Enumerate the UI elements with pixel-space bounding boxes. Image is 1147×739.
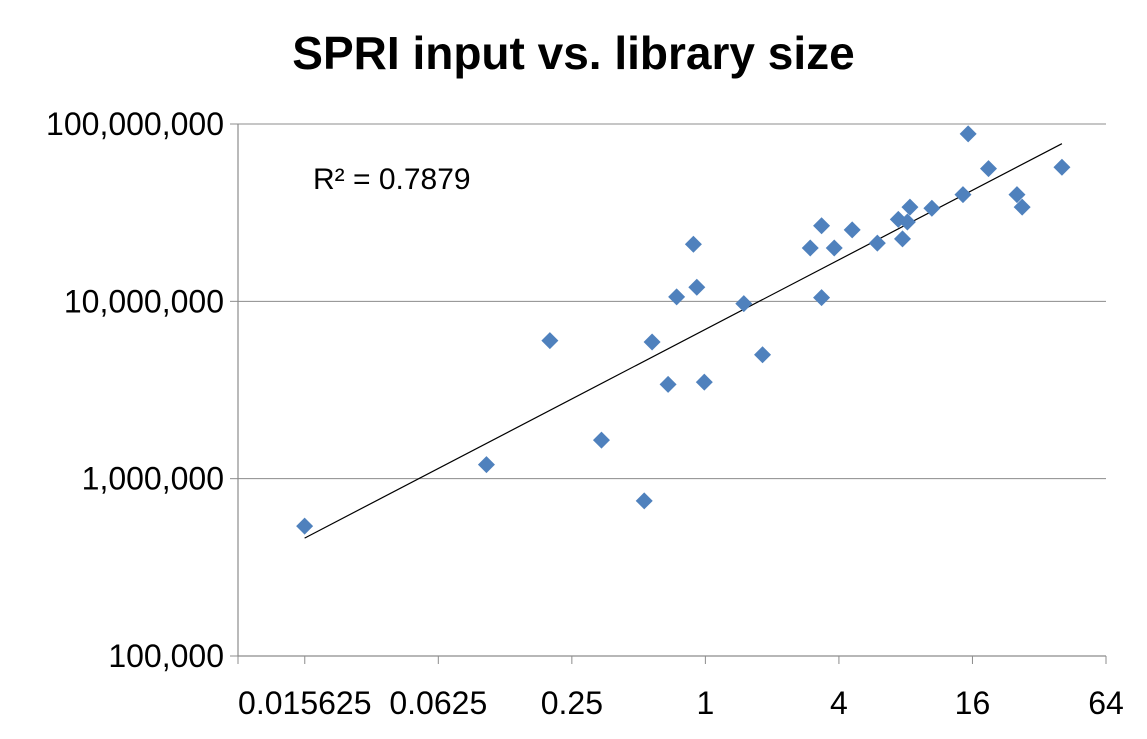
x-tick-label: 1	[696, 685, 714, 721]
data-point	[901, 198, 919, 216]
r-squared-annotation: R² = 0.7879	[313, 163, 471, 196]
data-point	[868, 234, 886, 252]
data-point	[735, 295, 753, 313]
data-point	[825, 239, 843, 257]
data-point	[959, 125, 977, 143]
x-tick-label: 0.0625	[389, 685, 487, 721]
data-point	[668, 288, 686, 306]
data-point	[684, 235, 702, 253]
x-tick-label: 0.25	[541, 685, 603, 721]
y-tick-label: 100,000,000	[46, 106, 224, 142]
data-point	[1008, 186, 1026, 204]
data-point	[695, 373, 713, 391]
data-point	[688, 278, 706, 296]
data-point	[980, 160, 998, 178]
data-point	[643, 333, 661, 351]
data-point	[843, 221, 861, 239]
data-point	[635, 492, 653, 510]
data-point	[296, 517, 314, 535]
data-point	[923, 199, 941, 217]
data-point	[1053, 158, 1071, 176]
x-tick-label: 0.015625	[238, 685, 371, 721]
x-tick-label: 64	[1088, 685, 1124, 721]
y-tick-label: 1,000,000	[82, 461, 224, 497]
x-tick-label: 4	[830, 685, 848, 721]
data-point	[754, 346, 772, 364]
data-point	[1013, 198, 1031, 216]
data-point	[541, 332, 559, 350]
data-point	[477, 456, 495, 474]
y-tick-label: 10,000,000	[64, 283, 224, 319]
data-point	[898, 213, 916, 231]
data-point	[954, 186, 972, 204]
data-point	[801, 239, 819, 257]
chart-title: SPRI input vs. library size	[292, 27, 855, 79]
data-point	[813, 289, 831, 307]
x-tick-label: 16	[955, 685, 991, 721]
data-point	[813, 217, 831, 235]
y-tick-label: 100,000	[108, 638, 224, 674]
data-point	[659, 375, 677, 393]
data-point	[592, 431, 610, 449]
data-point	[894, 230, 912, 248]
